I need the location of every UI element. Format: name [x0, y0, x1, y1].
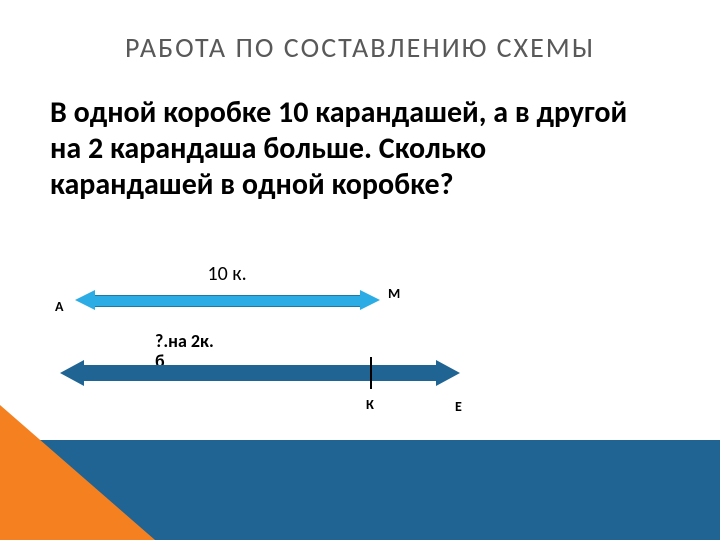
- problem-text: В одной коробке 10 карандашей, а в друго…: [50, 95, 630, 203]
- slide-title: РАБОТА ПО СОСТАВЛЕНИЮ СХЕМЫ: [0, 30, 720, 65]
- footer-orange-triangle: [0, 405, 155, 540]
- arrow-segment-1: [75, 290, 380, 310]
- arrow2-tick: [370, 357, 372, 389]
- slide: { "title": "РАБОТА ПО СОСТАВЛЕНИЮ СХЕМЫ"…: [0, 0, 720, 540]
- arrow-segment-2: [60, 360, 460, 386]
- arrow1-label-left: А: [55, 298, 63, 315]
- arrow1-shaft: [95, 295, 360, 307]
- arrow1-label-right: М: [388, 285, 400, 302]
- arrow2-head-left: [60, 360, 84, 386]
- arrow1-label-above: 10 к.: [208, 262, 247, 286]
- arrow2-label-above: ?.на 2к.: [155, 330, 214, 352]
- arrow2-label-tick: К: [366, 396, 374, 413]
- arrow2-label-right: Е: [455, 398, 462, 415]
- arrow1-head-right: [360, 290, 380, 310]
- arrow2-head-right: [436, 360, 460, 386]
- arrow2-shaft: [84, 365, 436, 381]
- arrow1-head-left: [75, 290, 95, 310]
